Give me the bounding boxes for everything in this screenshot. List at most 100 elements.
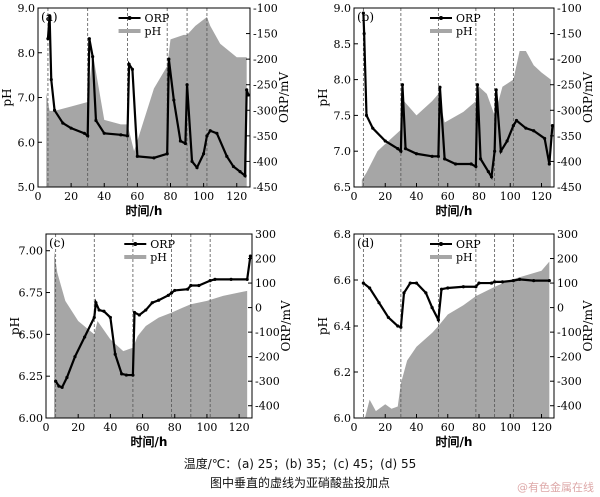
orp-point [197, 283, 201, 288]
orp-point [430, 306, 434, 310]
orp-point [469, 162, 473, 166]
y-right-tick-label: -350 [253, 130, 278, 143]
orp-point [190, 159, 194, 164]
orp-point [186, 287, 190, 291]
y-right-tick-label: -400 [255, 400, 280, 413]
orp-point [124, 373, 129, 377]
y-right-tick-label: 100 [557, 277, 578, 290]
orp-point [505, 139, 509, 143]
x-tick-label: 100 [193, 190, 214, 203]
orp-point [94, 118, 98, 123]
orp-point [189, 283, 193, 288]
orp-point [87, 37, 91, 41]
x-axis-label: 时间/h [126, 203, 163, 218]
y-right-tick-label: -100 [557, 2, 582, 15]
orp-point [97, 308, 101, 312]
orp-point [208, 129, 212, 133]
legend-orp-marker [439, 16, 443, 20]
y-right-tick-label: 100 [255, 277, 276, 290]
y-left-tick-label: 7.5 [334, 109, 352, 122]
orp-point [137, 313, 141, 317]
orp-series-line [46, 15, 250, 179]
orp-point [478, 157, 483, 161]
orp-point [499, 149, 503, 153]
panel-label: (c) [49, 236, 65, 250]
y-right-tick-label: -200 [253, 53, 278, 66]
orp-point [91, 54, 95, 59]
y-left-tick-label: 6.75 [19, 287, 44, 300]
x-tick-label: 40 [410, 190, 424, 203]
y-right-tick-label: -200 [255, 351, 280, 364]
orp-point [57, 384, 61, 388]
orp-point [547, 279, 551, 283]
orp-point [511, 279, 515, 283]
y-left-tick-label: 7.0 [18, 92, 36, 105]
orp-point [494, 88, 498, 92]
y-right-tick-label: -150 [253, 28, 278, 41]
x-tick-label: 60 [441, 421, 455, 434]
orp-point [150, 301, 154, 305]
orp-point [231, 164, 236, 169]
x-tick-label: 60 [130, 190, 144, 203]
y-right-tick-label: -300 [253, 104, 278, 117]
orp-point [500, 280, 505, 284]
orp-point [225, 154, 229, 158]
orp-point [475, 83, 480, 87]
orp-point [94, 301, 98, 305]
orp-point [144, 308, 148, 312]
x-tick-label: 0 [43, 421, 50, 434]
orp-point [92, 315, 96, 320]
y-right-tick-label: -100 [557, 326, 582, 339]
orp-point [371, 126, 375, 130]
orp-point [489, 281, 494, 285]
y-left-tick-label: 6.8 [334, 228, 352, 241]
panel-label: (a) [41, 10, 58, 24]
orp-point [185, 83, 189, 87]
legend-orp-marker [133, 242, 138, 246]
legend-orp-label: ORP [150, 238, 175, 251]
orp-point [414, 152, 419, 156]
orp-point [213, 277, 217, 281]
orp-point [178, 139, 183, 143]
orp-point [430, 154, 434, 158]
orp-point [54, 379, 58, 383]
orp-series-line [362, 278, 550, 329]
orp-point [83, 335, 87, 339]
y-right-tick-label: -300 [557, 375, 582, 388]
y-right-tick-label: -400 [557, 155, 582, 168]
y-right-tick-label: 0 [557, 302, 564, 315]
orp-point [86, 134, 90, 138]
orp-point [543, 136, 547, 141]
orp-point [453, 162, 458, 166]
y-left-tick-label: 6.4 [334, 320, 352, 333]
y-right-tick-label: -100 [255, 326, 280, 339]
orp-point [157, 298, 161, 302]
y-left-tick-label: 8.0 [334, 74, 352, 87]
orp-point [132, 310, 137, 315]
x-tick-label: 20 [64, 190, 78, 203]
x-tick-label: 120 [226, 190, 247, 203]
orp-point [172, 98, 176, 102]
chart-panel-3: 0 20 40 60 80 100 120 6.00 6.25 6.50 6.75 7.00 -400 -… [8, 228, 293, 449]
x-tick-label: 0 [35, 190, 42, 203]
orp-point [245, 277, 249, 281]
orp-point [208, 279, 212, 283]
x-tick-label: 20 [378, 190, 392, 203]
orp-point [173, 288, 177, 293]
y-left-tick-label: 6.6 [334, 274, 352, 287]
orp-point [245, 88, 249, 92]
y-left-axis-label: pH [0, 88, 14, 106]
orp-point [377, 301, 381, 305]
y-left-axis-label: pH [316, 88, 330, 106]
y-right-axis-label: ORP/mV [581, 300, 595, 351]
orp-point [195, 165, 199, 170]
orp-point [368, 286, 372, 290]
orp-point [60, 385, 64, 389]
y-right-tick-label: -100 [253, 2, 278, 15]
plot-frame [353, 7, 555, 188]
y-left-axis-label: pH [316, 317, 330, 335]
x-axis-label: 时间/h [436, 203, 473, 218]
orp-point [489, 175, 494, 179]
orp-point [424, 291, 428, 295]
plot-frame [45, 233, 253, 419]
